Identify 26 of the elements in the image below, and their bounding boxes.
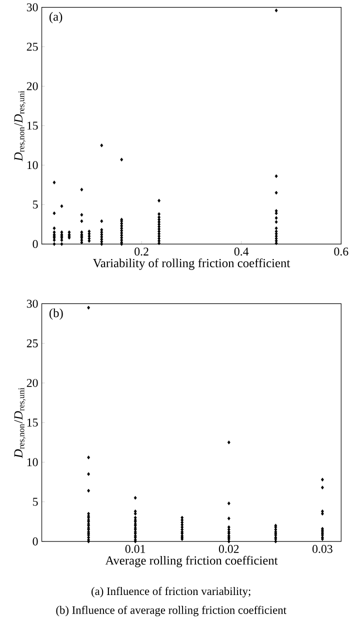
x-tick-label: 0.6	[334, 248, 348, 256]
y-tick-label: 10	[27, 458, 38, 466]
y-tick-label: 0	[32, 537, 38, 546]
y-tick-label: 5	[33, 200, 38, 209]
y-tick-label: 25	[26, 42, 38, 51]
y-tick-label: 30	[27, 3, 38, 12]
y-tick-label: 30	[27, 300, 38, 308]
annotation: (a)	[50, 12, 62, 24]
x-tick-label: 0.03	[312, 544, 332, 554]
y-tick-label: 10	[27, 161, 38, 170]
text: (b) Influence of average rolling friction coefficient	[56, 606, 286, 616]
y-tick-label: 20	[26, 82, 38, 90]
x-tick-label: 0.4	[234, 248, 249, 256]
x-axis-title: Average rolling friction coefficient	[105, 556, 278, 568]
y-tick-label: 15	[27, 122, 38, 130]
x-axis-title: Variability of rolling friction coefficient	[93, 258, 290, 270]
y-tick-label: 15	[27, 418, 38, 427]
x-tick-label: 0.01	[125, 544, 146, 554]
annotation: (b)	[50, 308, 63, 320]
y-tick-label: 5	[33, 498, 38, 506]
x-tick-label: 0.02	[218, 544, 239, 554]
y-tick-label: 25	[26, 339, 38, 348]
y-tick-label: 20	[26, 378, 38, 387]
x-tick-label: 0.2	[134, 248, 148, 256]
text: (a) Influence of friction variability;	[92, 586, 250, 598]
y-tick-label: 0	[32, 240, 38, 248]
